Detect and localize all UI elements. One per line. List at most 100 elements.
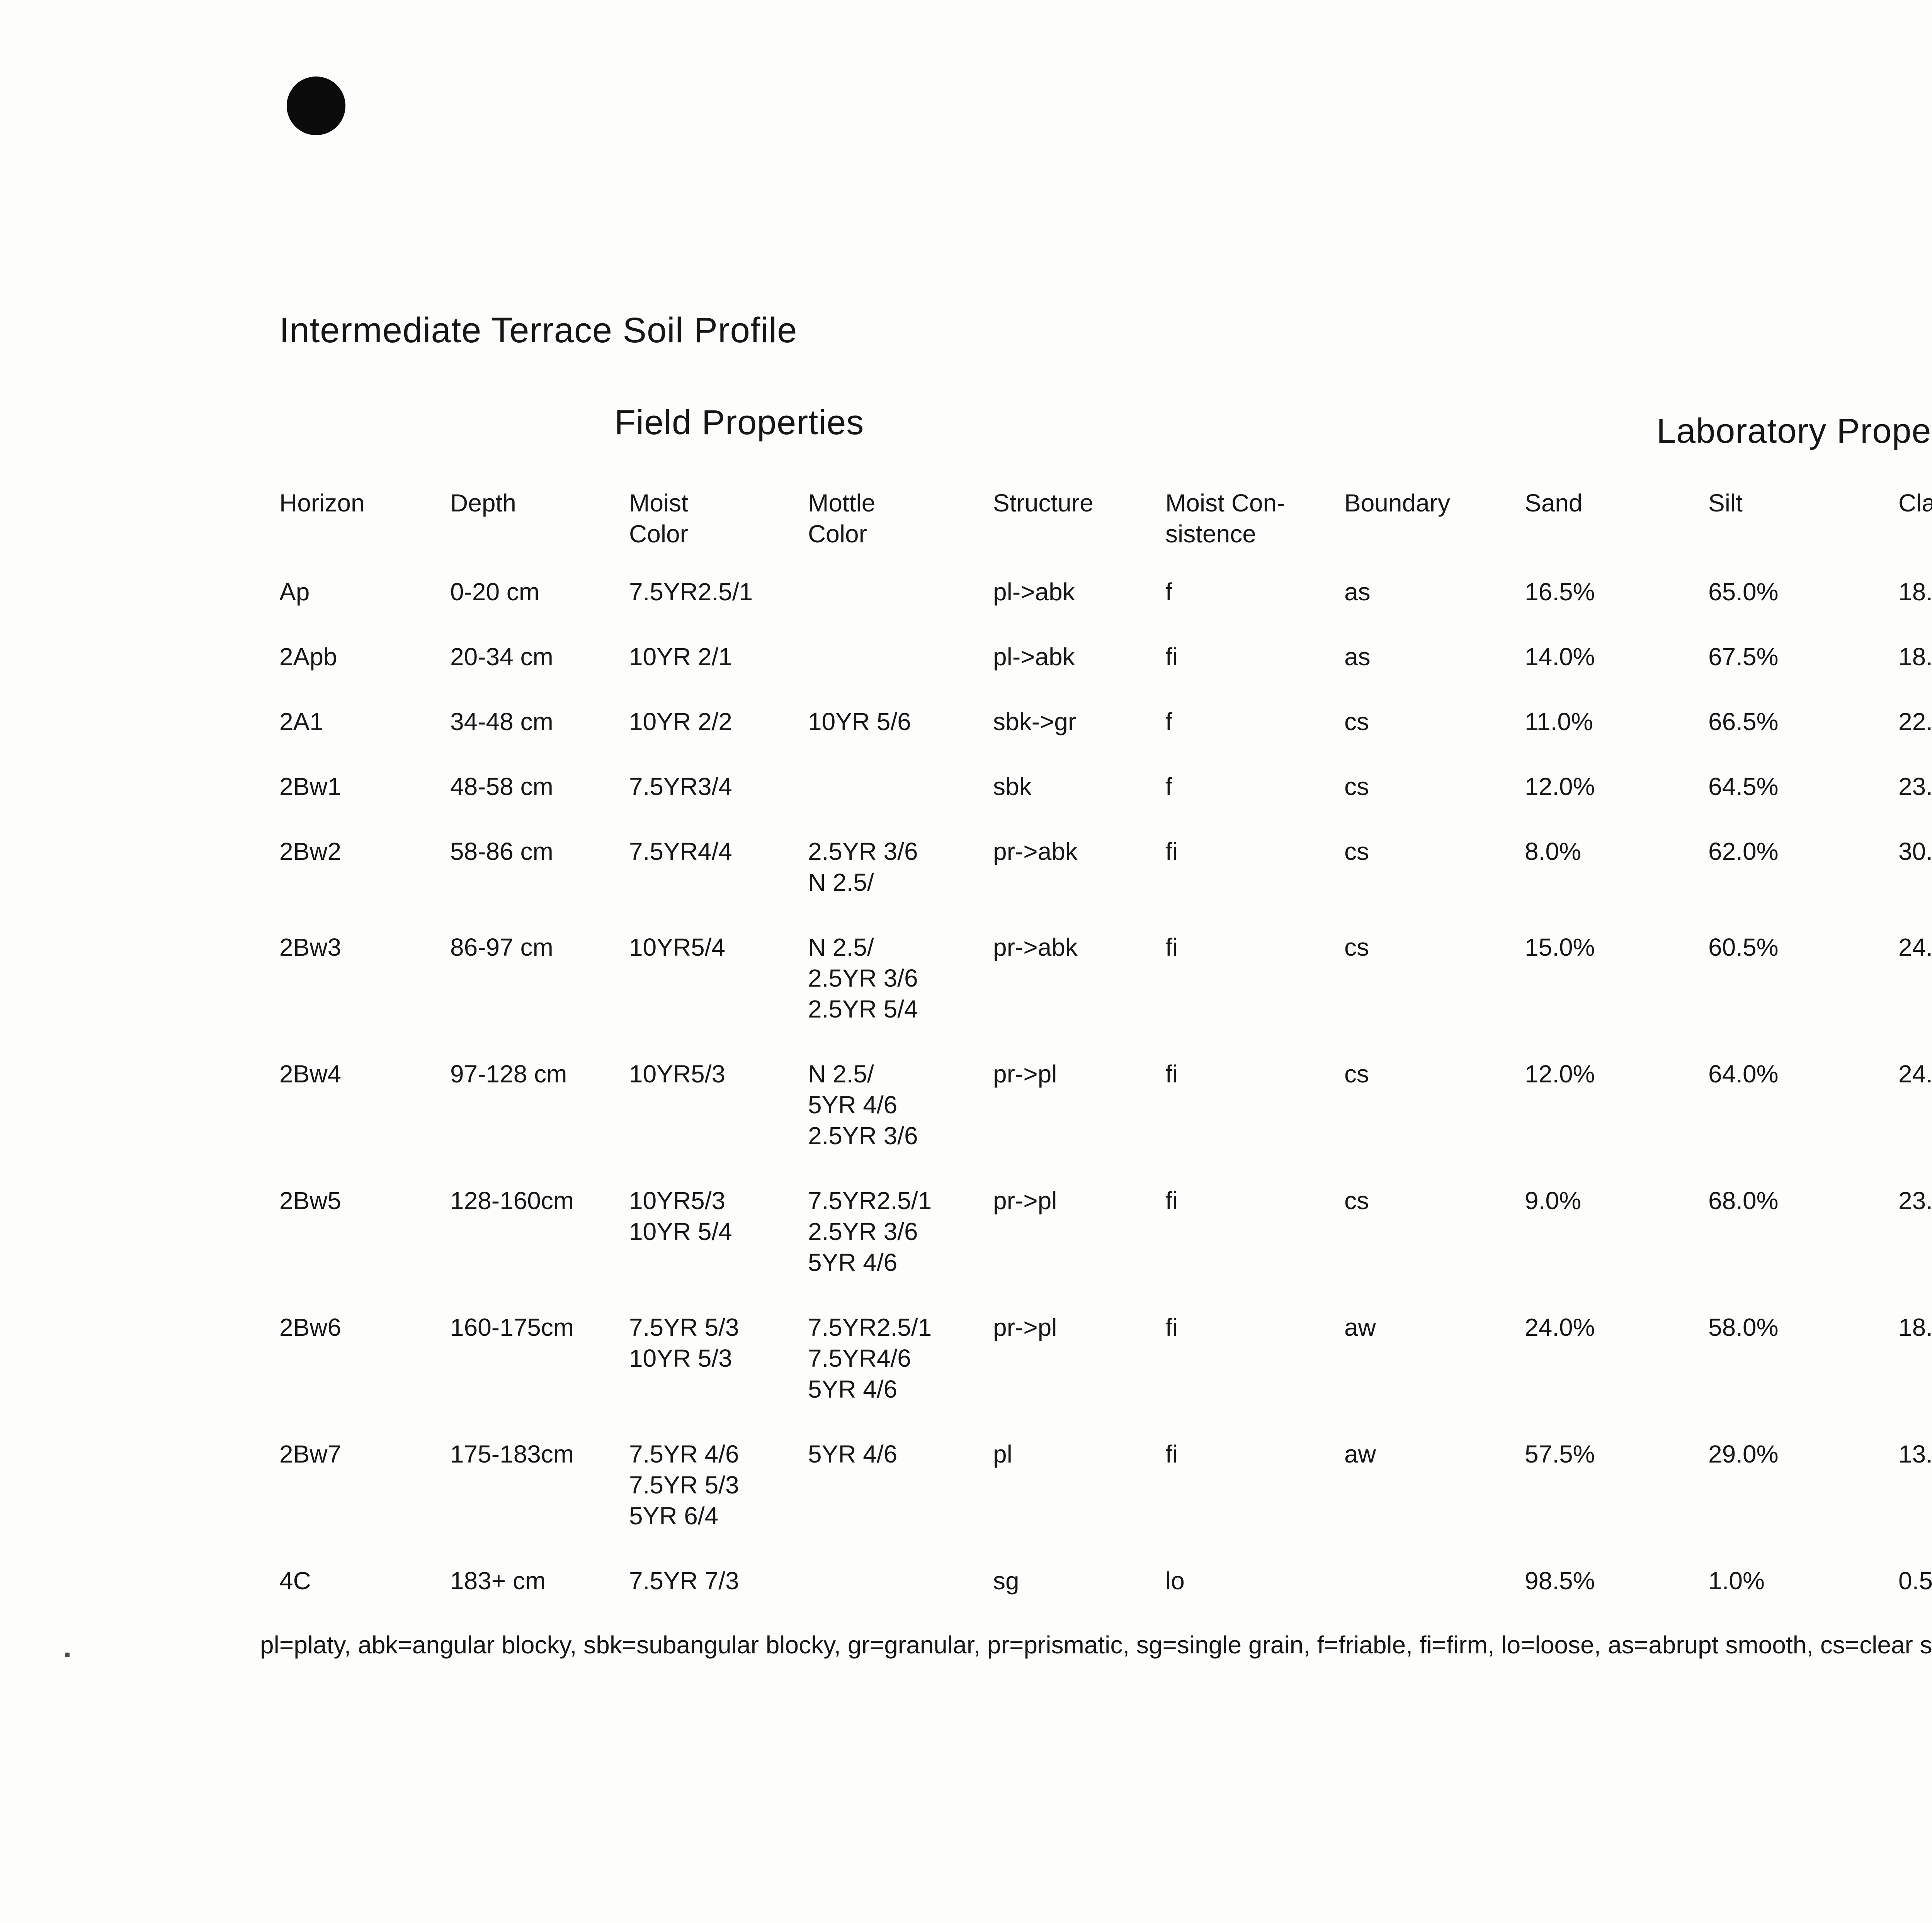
cell-clay: 23.5% [1898,773,1932,800]
cell-silt: 66.5% [1708,708,1779,736]
cell-structure: pr->pl [993,1060,1057,1088]
cell-boundary [1344,1565,1525,1630]
cell-moist-consistence: fi [1165,933,1178,961]
column-header-sand: Sand [1525,489,1583,517]
cell-mottle-color [808,576,993,641]
cell-clay: 22.5% [1898,708,1932,736]
cell-moist-consistence: f [1165,773,1172,800]
cell-clay: 23.0% [1898,1187,1932,1215]
cell-mottle-color [808,771,993,836]
cell-horizon: 4C [279,1567,311,1595]
table-row-2bw5: 2Bw5 128-160cm 10YR5/3 10YR 5/4 7.5YR2.5/1 … [279,1185,1932,1312]
cell-silt: 58.0% [1708,1313,1779,1341]
cell-moist-consistence: fi [1165,1313,1178,1341]
cell-moist-color: 7.5YR2.5/1 [629,578,753,606]
cell-boundary: aw [1344,1313,1376,1341]
column-header-horizon: Horizon [279,489,365,517]
table-row-2bw4: 2Bw4 97-128 cm 10YR5/3 N 2.5/ 5YR 4/6 2.5YR… [279,1058,1932,1185]
cell-moist-consistence: fi [1165,1187,1178,1215]
cell-moist-color: 10YR 2/1 [629,643,732,671]
cell-depth: 86-97 cm [450,933,553,961]
cell-moist-color: 10YR5/3 10YR 5/4 [629,1187,732,1245]
cell-silt: 65.0% [1708,578,1779,606]
cell-depth: 128-160cm [450,1187,574,1215]
cell-horizon: 2Bw2 [279,837,342,865]
cell-boundary: as [1344,578,1371,606]
cell-sand: 11.0% [1525,708,1593,736]
cell-structure: pl->abk [993,578,1075,606]
cell-silt: 68.0% [1708,1187,1779,1215]
cell-moist-consistence: f [1165,578,1172,606]
cell-moist-color: 10YR 2/2 [629,708,732,736]
column-header-structure: Structure [993,489,1094,517]
cell-clay: 30.0% [1898,837,1932,865]
cell-depth: 0-20 cm [450,578,540,606]
table-row-2bw1: 2Bw1 48-58 cm 7.5YR3/4 sbk f cs 12.0% 64.5% 23.5… [279,771,1932,836]
cell-horizon: Ap [279,578,310,606]
cell-depth: 183+ cm [450,1567,546,1595]
cell-boundary: cs [1344,837,1369,865]
cell-boundary: aw [1344,1440,1376,1468]
column-header-depth: Depth [450,489,516,517]
cell-mottle-color [808,641,993,706]
cell-depth: 160-175cm [450,1313,574,1341]
cell-horizon: 2Apb [279,643,337,671]
cell-structure: sg [993,1567,1019,1595]
cell-sand: 15.0% [1525,933,1595,961]
cell-sand: 9.0% [1525,1187,1581,1215]
cell-silt: 64.5% [1708,773,1779,800]
cell-clay: 18.0% [1898,1313,1932,1341]
cell-moist-consistence: lo [1165,1567,1185,1595]
cell-moist-color: 10YR5/4 [629,933,726,961]
cell-depth: 20-34 cm [450,643,553,671]
cell-clay: 0.5% [1898,1567,1932,1595]
column-header-moist-color: Moist Color [629,489,688,548]
cell-boundary: cs [1344,1060,1369,1088]
cell-boundary: cs [1344,933,1369,961]
scan-artifact-dot [65,1653,70,1657]
column-header-moist-consistence: Moist Con- sistence [1165,489,1285,548]
cell-moist-color: 10YR5/3 [629,1060,726,1088]
cell-moist-color: 7.5YR4/4 [629,837,732,865]
cell-horizon: 2Bw4 [279,1060,342,1088]
cell-moist-consistence: fi [1165,643,1178,671]
cell-clay: 13.5% [1898,1440,1932,1468]
cell-moist-color: 7.5YR 4/6 7.5YR 5/3 5YR 6/4 [629,1440,739,1530]
cell-structure: sbk->gr [993,708,1077,736]
cell-mottle-color: 7.5YR2.5/1 7.5YR4/6 5YR 4/6 [808,1313,932,1403]
column-header-mottle-color: Mottle Color [808,489,876,548]
cell-depth: 34-48 cm [450,708,553,736]
cell-mottle-color [808,1565,993,1630]
cell-clay: 18.5% [1898,643,1932,671]
cell-horizon: 2Bw3 [279,933,342,961]
cell-structure: sbk [993,773,1032,800]
cell-horizon: 2Bw1 [279,773,342,800]
cell-structure: pl->abk [993,643,1075,671]
cell-boundary: as [1344,643,1371,671]
cell-mottle-color: 2.5YR 3/6 N 2.5/ [808,837,918,896]
cell-sand: 12.0% [1525,1060,1595,1088]
table-row-ap: Ap 0-20 cm 7.5YR2.5/1 pl->abk f as 16.5% 65.0% 1… [279,576,1932,641]
cell-sand: 8.0% [1525,837,1581,865]
cell-mottle-color: 10YR 5/6 [808,708,911,736]
table-row-2bw3: 2Bw3 86-97 cm 10YR5/4 N 2.5/ 2.5YR 3/6 2.5Y… [279,932,1932,1058]
cell-mottle-color: 7.5YR2.5/1 2.5YR 3/6 5YR 4/6 [808,1187,932,1276]
cell-moist-consistence: fi [1165,1060,1178,1088]
hole-punch-dot-left [287,76,345,135]
cell-silt: 1.0% [1708,1567,1765,1595]
cell-structure: pr->pl [993,1313,1057,1341]
cell-moist-color: 7.5YR 7/3 [629,1567,739,1595]
table-row-2a1: 2A1 34-48 cm 10YR 2/2 10YR 5/6 sbk->gr f cs 11.… [279,706,1932,771]
section-header-field-properties: Field Properties [614,403,864,442]
cell-horizon: 2Bw5 [279,1187,342,1215]
cell-structure: pr->pl [993,1187,1057,1215]
cell-sand: 14.0% [1525,643,1595,671]
cell-silt: 67.5% [1708,643,1779,671]
page-title: Intermediate Terrace Soil Profile [279,311,798,350]
table-header-row: Horizon Depth Moist Color Mottle Color Struc… [279,488,1932,576]
cell-depth: 58-86 cm [450,837,553,865]
cell-moist-color: 7.5YR 5/3 10YR 5/3 [629,1313,739,1372]
cell-horizon: 2Bw6 [279,1313,342,1341]
cell-structure: pl [993,1440,1012,1468]
